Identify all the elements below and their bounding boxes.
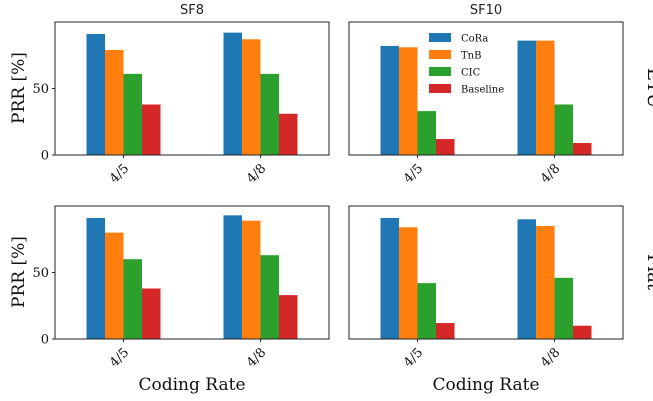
panel-sf8-etu: 4/5 4/8 0 50 [32,22,329,187]
bar-cic-4-5 [418,111,437,155]
legend-swatch-baseline [429,84,451,93]
bar-cora-4-8 [518,41,537,155]
bar-tnb-4-5 [105,50,124,155]
column-title-sf8: SF8 [180,3,204,18]
y-axis-label-top: PRR [%] [9,52,29,124]
bar-cora-4-5 [381,46,400,155]
bar-cora-4-5 [87,218,106,339]
bar-tnb-4-8 [242,39,261,155]
x-tick-label: 4/5 [107,161,132,186]
y-tick-label: 0 [41,333,49,348]
bar-cora-4-8 [518,219,537,339]
legend-label-cic: CIC [461,68,481,79]
bar-cic-4-5 [418,283,437,339]
bar-cic-4-8 [261,255,280,339]
row-label-etu: ETU [643,68,653,108]
x-tick-label: 4/5 [401,345,426,370]
legend-swatch-cora [429,33,451,42]
x-tick-label: 4/8 [244,345,269,370]
y-tick-label: 50 [32,82,49,97]
y-tick-label: 0 [41,149,49,164]
bar-cora-4-8 [224,215,243,339]
bar-tnb-4-5 [399,47,418,155]
panel-sf10-flat: 4/5 4/8 [349,206,623,371]
legend-label-cora: CoRa [461,34,488,45]
y-axis-label-bottom: PRR [%] [9,236,29,308]
legend: CoRa TnB CIC Baseline [429,33,504,96]
x-tick-label: 4/8 [538,345,563,370]
column-title-sf10: SF10 [470,3,502,18]
bar-cic-4-5 [124,74,143,155]
bar-baseline-4-8 [573,143,592,155]
bar-cic-4-8 [555,104,574,155]
x-tick-label: 4/8 [538,161,563,186]
x-tick-label: 4/5 [107,345,132,370]
y-tick-label: 50 [32,266,49,281]
bar-baseline-4-8 [279,295,298,339]
legend-swatch-cic [429,67,451,76]
bar-tnb-4-8 [536,41,555,155]
legend-label-tnb: TnB [461,51,481,62]
bar-cora-4-5 [381,218,400,339]
bar-cic-4-8 [261,74,280,155]
bar-baseline-4-8 [279,114,298,155]
legend-label-baseline: Baseline [461,85,504,96]
bar-cic-4-5 [124,259,143,339]
bar-baseline-4-5 [436,323,455,339]
bar-baseline-4-5 [142,288,161,339]
bar-cora-4-8 [224,33,243,155]
bar-tnb-4-5 [399,227,418,339]
x-axis-label-left: Coding Rate [138,375,245,395]
bar-baseline-4-5 [142,104,161,155]
panel-sf8-flat: 4/5 4/8 0 50 [32,206,329,371]
panel-sf10-etu: 4/5 4/8 [349,22,623,187]
x-tick-label: 4/5 [401,161,426,186]
x-tick-label: 4/8 [244,161,269,186]
legend-swatch-tnb [429,50,451,59]
bar-baseline-4-5 [436,139,455,155]
bar-tnb-4-5 [105,233,124,339]
bar-baseline-4-8 [573,326,592,339]
bar-tnb-4-8 [536,226,555,339]
row-label-flat: Flat [643,254,653,291]
bar-tnb-4-8 [242,221,261,339]
bar-cic-4-8 [555,278,574,339]
x-axis-label-right: Coding Rate [432,375,539,395]
bar-cora-4-5 [87,34,106,155]
